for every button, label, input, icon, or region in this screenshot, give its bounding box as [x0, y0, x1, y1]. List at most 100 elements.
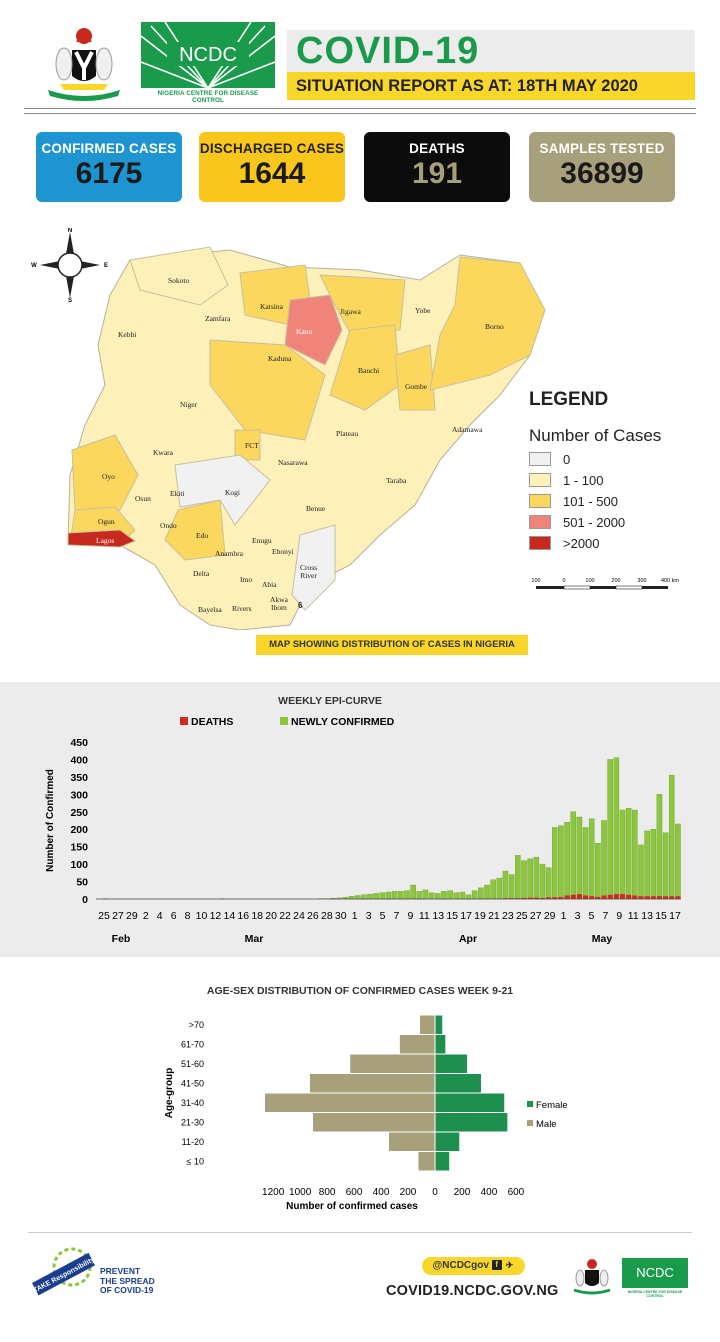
epi-month-label: Apr	[459, 933, 477, 945]
epi-x-tick: 16	[237, 910, 249, 922]
epi-bar-deaths	[601, 895, 607, 899]
ncdc-small-subtitle: NIGERIA CENTRE FOR DISEASE CONTROL	[627, 1290, 683, 1298]
epi-y-tick: 50	[76, 877, 88, 889]
epi-x-tick: 23	[502, 910, 514, 922]
header-divider	[24, 108, 696, 109]
epi-legend-label: NEWLY CONFIRMED	[291, 716, 395, 728]
state-label-adamawa: Adamawa	[452, 425, 483, 434]
pyramid-legend-swatch	[527, 1120, 533, 1126]
legend-item: 101 - 500	[529, 493, 618, 509]
ncdc-logo: NCDC	[140, 21, 276, 89]
website-link[interactable]: COVID19.NCDC.GOV.NG	[386, 1283, 559, 1299]
epi-x-tick: 20	[265, 910, 277, 922]
twitter-icon[interactable]: ✈	[505, 1260, 514, 1271]
epi-bar-confirmed	[422, 889, 429, 900]
pyramid-bar-female	[434, 1053, 469, 1074]
epi-bar-deaths	[552, 897, 558, 899]
state-label-sokoto: Sokoto	[168, 276, 190, 285]
epi-bar-deaths	[619, 894, 626, 899]
state-label-kaduna: Kaduna	[268, 354, 292, 363]
epi-bar-confirmed	[527, 858, 533, 900]
epi-bar-confirmed	[656, 794, 663, 900]
epi-y-tick: 250	[70, 807, 88, 819]
pyramid-category-label: 31-40	[181, 1098, 204, 1108]
state-label-zamfara: Zamfara	[205, 314, 231, 323]
pyramid-bar-female	[434, 1092, 506, 1113]
epi-curve-chart: Number of Confirmed 0 50 100 150 200 250 300 350…	[45, 716, 681, 945]
state-label-niger: Niger	[180, 400, 198, 409]
epi-x-tick: 30	[335, 910, 347, 922]
epi-y-axis-label: Number of Confirmed	[45, 769, 56, 872]
epi-x-tick: 5	[380, 910, 386, 922]
epi-x-tick: 22	[279, 910, 291, 922]
state-label-ondo: Ondo	[160, 521, 177, 530]
epi-x-tick: 17	[460, 910, 472, 922]
epi-bar-confirmed	[668, 774, 675, 900]
state-label-ebonyi: Ebonyi	[272, 547, 294, 556]
stat-value: 191	[411, 157, 463, 190]
epi-bar-confirmed	[644, 830, 650, 900]
stat-value: 1644	[238, 157, 306, 190]
epi-legend-swatch	[180, 717, 188, 725]
compass-e: E	[104, 263, 108, 269]
epi-bar-confirmed	[398, 891, 404, 900]
legend-label: 101 - 500	[563, 493, 618, 509]
pyramid-legend-label: Male	[536, 1119, 557, 1130]
epi-bar-confirmed	[650, 829, 657, 900]
coat-of-arms-small-logo	[573, 1259, 611, 1295]
pyramid-x-tick: 200	[400, 1187, 417, 1198]
epi-x-tick: 27	[530, 910, 542, 922]
map-state-labels: Sokoto Zamfara Kebbi Katsina Kano Jigawa Yobe B…	[60, 245, 550, 630]
epi-bar-confirmed	[570, 811, 577, 900]
epi-x-tick: 15	[655, 910, 667, 922]
state-label-ekiti: Ekiti	[170, 489, 185, 498]
epi-bar-confirmed	[545, 867, 552, 900]
pyramid-category-label: 41-50	[181, 1078, 204, 1088]
epi-bar-confirmed	[428, 892, 435, 900]
epi-x-tick: 5	[589, 910, 595, 922]
epi-curve-title: WEEKLY EPI-CURVE	[278, 695, 382, 707]
state-label-yobe: Yobe	[415, 306, 431, 315]
epi-x-tick: 11	[419, 910, 430, 922]
age-sex-title: AGE-SEX DISTRIBUTION OF CONFIRMED CASES …	[206, 985, 514, 997]
epi-bar-confirmed	[508, 874, 515, 900]
pyramid-x-tick: 600	[346, 1187, 363, 1198]
epi-bar-deaths	[595, 896, 601, 899]
state-label-jigawa: Jigawa	[340, 307, 361, 316]
title-banner	[287, 30, 695, 72]
epi-x-tick: 7	[394, 910, 400, 922]
epi-y-tick: 100	[70, 859, 88, 871]
state-label-kano: Kano	[296, 327, 313, 336]
state-label-edo: Edo	[196, 531, 209, 540]
state-label-imo: Imo	[240, 575, 253, 584]
epi-x-tick: 13	[641, 910, 653, 922]
state-label-kogi: Kogi	[225, 488, 240, 497]
legend-label: >2000	[563, 535, 600, 551]
header-divider-2	[24, 113, 696, 114]
pyramid-legend-label: Female	[536, 1100, 568, 1111]
epi-x-tick: 12	[210, 910, 222, 922]
prevent-spread-text: PREVENT THE SPREAD OF COVID-19	[100, 1266, 155, 1296]
pyramid-bar-male	[308, 1073, 436, 1094]
scale-tick-label: 300	[637, 578, 646, 584]
epi-bar-deaths	[527, 897, 533, 899]
legend-item: 0	[529, 451, 570, 467]
situation-report-date: SITUATION REPORT AS AT: 18TH MAY 2020	[296, 77, 638, 95]
map-scale-bar: 100 0 100 200 300 400 km	[531, 578, 679, 590]
epi-bar-confirmed	[348, 896, 355, 900]
social-handle-pill[interactable]: @NCDCgov f ✈	[422, 1257, 525, 1275]
situation-report-banner	[287, 72, 695, 100]
facebook-icon[interactable]: f	[491, 1260, 502, 1271]
confirmed-cases-box: CONFIRMED CASES 6175	[36, 132, 182, 202]
pyramid-x-axis-label: Number of confirmed cases	[286, 1201, 418, 1212]
epi-y-tick: 350	[70, 772, 88, 784]
state-label-kebbi: Kebbi	[118, 330, 137, 339]
ncdc-small-logo-text: NCDC	[636, 1265, 674, 1280]
epi-bar-confirmed	[367, 893, 373, 900]
epi-bar-deaths	[539, 897, 546, 899]
epi-bar-deaths	[632, 895, 638, 899]
legend-label: 0	[563, 451, 571, 467]
epi-y-tick: 0	[82, 894, 88, 906]
epi-y-tick: 400	[70, 754, 88, 766]
pyramid-bar-male	[349, 1053, 436, 1074]
